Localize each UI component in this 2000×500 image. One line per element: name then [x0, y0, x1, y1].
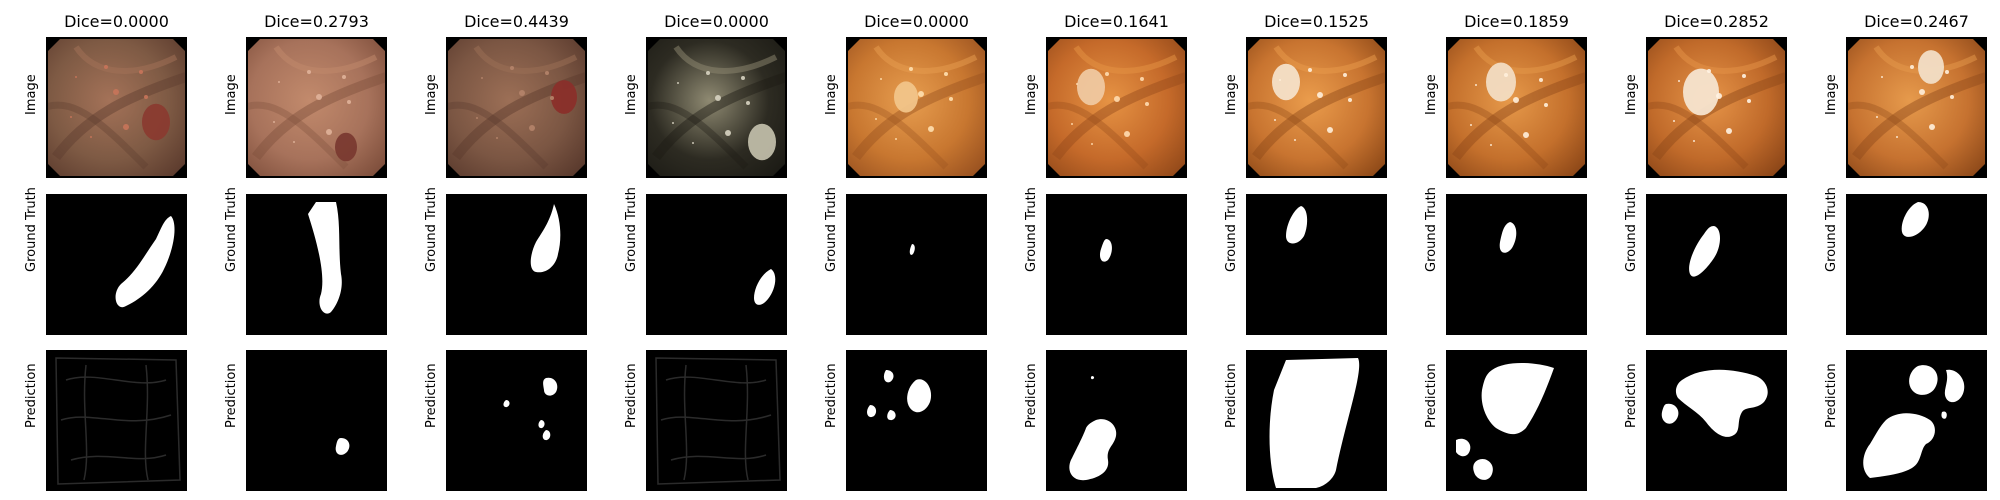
row-label-image: Image	[1424, 74, 1439, 115]
dice-title: Dice=0.2467	[1864, 12, 1969, 31]
row-label-ground-truth: Ground Truth	[1824, 187, 1839, 272]
dice-title: Dice=0.2793	[264, 12, 369, 31]
prediction-mask	[1046, 350, 1187, 491]
prediction-mask	[446, 350, 587, 491]
ground-truth-mask	[1046, 194, 1187, 335]
ground-truth-mask	[1846, 194, 1987, 335]
row-label-prediction: Prediction	[24, 363, 39, 428]
prediction-mask	[1646, 350, 1787, 491]
endoscopy-image	[1646, 37, 1787, 178]
prediction-mask	[46, 350, 187, 491]
row-label-ground-truth: Ground Truth	[24, 187, 39, 272]
row-label-ground-truth: Ground Truth	[224, 187, 239, 272]
endoscopy-image	[846, 37, 987, 178]
row-label-image: Image	[1224, 74, 1239, 115]
prediction-mask	[1846, 350, 1987, 491]
dice-title: Dice=0.0000	[64, 12, 169, 31]
row-label-prediction: Prediction	[424, 363, 439, 428]
dice-title: Dice=0.0000	[864, 12, 969, 31]
row-label-ground-truth: Ground Truth	[1424, 187, 1439, 272]
row-label-image: Image	[624, 74, 639, 115]
row-label-image: Image	[1824, 74, 1839, 115]
row-label-ground-truth: Ground Truth	[624, 187, 639, 272]
row-label-image: Image	[424, 74, 439, 115]
row-label-prediction: Prediction	[1624, 363, 1639, 428]
endoscopy-image	[1846, 37, 1987, 178]
row-label-image: Image	[824, 74, 839, 115]
row-label-image: Image	[1024, 74, 1039, 115]
row-label-prediction: Prediction	[1424, 363, 1439, 428]
dice-title: Dice=0.0000	[664, 12, 769, 31]
endoscopy-image	[1246, 37, 1387, 178]
row-label-prediction: Prediction	[1224, 363, 1239, 428]
row-label-image: Image	[1624, 74, 1639, 115]
prediction-mask	[246, 350, 387, 491]
ground-truth-mask	[846, 194, 987, 335]
endoscopy-image	[646, 37, 787, 178]
prediction-mask	[846, 350, 987, 491]
row-label-prediction: Prediction	[1024, 363, 1039, 428]
row-label-prediction: Prediction	[224, 363, 239, 428]
ground-truth-mask	[46, 194, 187, 335]
dice-title: Dice=0.4439	[464, 12, 569, 31]
endoscopy-image	[446, 37, 587, 178]
dice-title: Dice=0.2852	[1664, 12, 1769, 31]
endoscopy-image	[246, 37, 387, 178]
dice-title: Dice=0.1641	[1064, 12, 1169, 31]
endoscopy-image	[1046, 37, 1187, 178]
row-label-ground-truth: Ground Truth	[1624, 187, 1639, 272]
ground-truth-mask	[446, 194, 587, 335]
row-label-ground-truth: Ground Truth	[1224, 187, 1239, 272]
ground-truth-mask	[1246, 194, 1387, 335]
ground-truth-mask	[1446, 194, 1587, 335]
ground-truth-mask	[1646, 194, 1787, 335]
row-label-ground-truth: Ground Truth	[1024, 187, 1039, 272]
row-label-ground-truth: Ground Truth	[424, 187, 439, 272]
row-label-prediction: Prediction	[1824, 363, 1839, 428]
endoscopy-image	[1446, 37, 1587, 178]
row-label-prediction: Prediction	[824, 363, 839, 428]
ground-truth-mask	[646, 194, 787, 335]
prediction-mask	[646, 350, 787, 491]
row-label-image: Image	[224, 74, 239, 115]
row-label-ground-truth: Ground Truth	[824, 187, 839, 272]
dice-title: Dice=0.1859	[1464, 12, 1569, 31]
row-label-image: Image	[24, 74, 39, 115]
prediction-mask	[1246, 350, 1387, 491]
prediction-mask	[1446, 350, 1587, 491]
endoscopy-image	[46, 37, 187, 178]
ground-truth-mask	[246, 194, 387, 335]
row-label-prediction: Prediction	[624, 363, 639, 428]
dice-title: Dice=0.1525	[1264, 12, 1369, 31]
